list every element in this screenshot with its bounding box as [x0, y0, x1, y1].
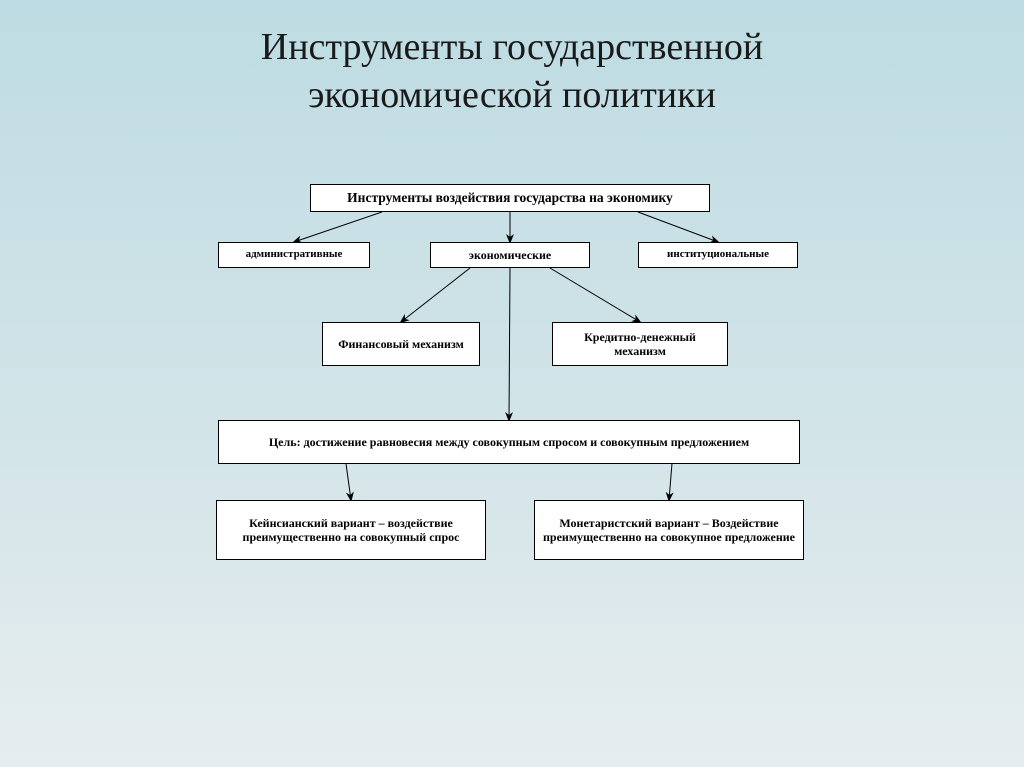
flowchart-diagram: Инструменты воздействия государства на э…: [0, 0, 1024, 767]
node-inst: институциональные: [638, 242, 798, 268]
node-cred: Кредитно-денежный механизм: [552, 322, 728, 366]
edge-econ-fin: [401, 268, 470, 322]
edge-econ-goal: [509, 268, 510, 420]
node-econ: экономические: [430, 242, 590, 268]
node-keynes: Кейнсианский вариант – воздействие преим…: [216, 500, 486, 560]
edge-econ-cred: [550, 268, 640, 322]
node-root: Инструменты воздействия государства на э…: [310, 184, 710, 212]
node-fin: Финансовый механизм: [322, 322, 480, 366]
edge-root-admin: [294, 212, 382, 242]
edge-goal-keynes: [346, 464, 351, 500]
edge-goal-monet: [669, 464, 672, 500]
node-goal: Цель: достижение равновесия между совоку…: [218, 420, 800, 464]
edge-root-inst: [638, 212, 718, 242]
connectors-layer: [0, 0, 1024, 767]
node-monet: Монетаристский вариант – Воздействие пре…: [534, 500, 804, 560]
node-admin: административные: [218, 242, 370, 268]
